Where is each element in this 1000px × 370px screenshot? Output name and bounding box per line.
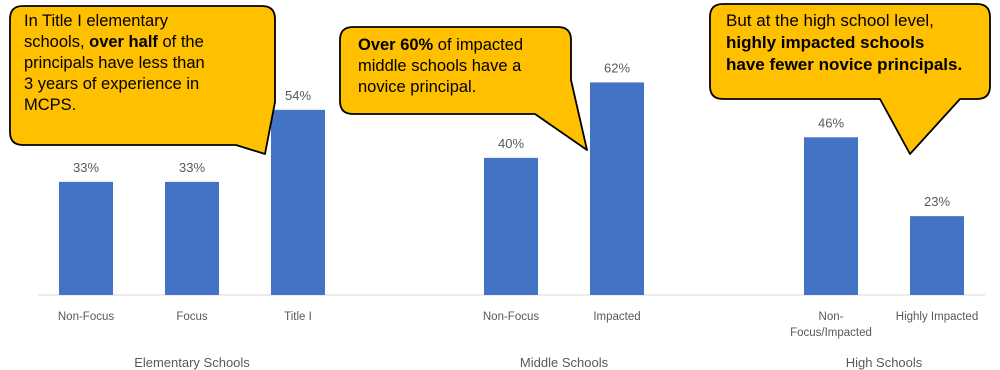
bar — [804, 137, 858, 295]
category-label: Non-Focus — [58, 311, 114, 323]
category-label: Impacted — [593, 311, 640, 323]
callout-elementary-line5: MCPS. — [24, 96, 77, 114]
category-label: Focus — [176, 311, 208, 323]
category-label: Non-Focus — [483, 311, 539, 323]
callout-elementary-line2-bold: over half — [89, 33, 158, 51]
callout-middle-text: Over 60% of impacted middle schools have… — [358, 35, 523, 98]
bar — [165, 181, 219, 295]
callout-elementary-line2-post: of the — [157, 33, 204, 51]
group-label: High Schools — [846, 355, 923, 370]
callout-high-line3-bold: have fewer novice principals. — [726, 55, 963, 74]
category-label: Focus/Impacted — [790, 327, 872, 339]
data-label: 33% — [179, 160, 205, 175]
callout-middle-line2: middle schools have a — [358, 57, 522, 75]
bar — [59, 181, 113, 295]
callout-elementary — [9, 5, 276, 155]
callout-high-line1: But at the high school level, — [726, 11, 934, 30]
data-label: 46% — [818, 115, 844, 130]
category-label: Highly Impacted — [896, 311, 978, 323]
callout-elementary-line1: In Title I elementary — [24, 12, 168, 30]
callout-elementary-line2-pre: schools, — [24, 33, 90, 51]
callout-middle-line1-post: of impacted — [433, 36, 524, 54]
data-label: 40% — [498, 136, 524, 151]
data-label: 54% — [285, 88, 311, 103]
callout-high-text: But at the high school level, highly imp… — [726, 10, 962, 76]
callout-elementary-text: In Title I elementary schools, over half… — [24, 11, 205, 116]
callout-middle-line3: novice principal. — [358, 78, 477, 96]
bar — [590, 82, 644, 295]
callout-high — [709, 3, 991, 155]
bar — [484, 157, 538, 295]
data-label: 62% — [604, 60, 630, 75]
data-label: 23% — [924, 194, 950, 209]
data-label: 33% — [73, 160, 99, 175]
group-label: Elementary Schools — [134, 355, 250, 370]
category-label: Non- — [819, 311, 844, 323]
callout-high-line2-bold: highly impacted schools — [726, 33, 925, 52]
callout-elementary-line3: principals have less than — [24, 54, 205, 72]
callout-middle — [339, 26, 588, 151]
group-label: Middle Schools — [520, 355, 609, 370]
callout-elementary-line4: 3 years of experience in — [24, 75, 200, 93]
bar — [271, 109, 325, 295]
bar — [910, 216, 964, 295]
category-label: Title I — [284, 311, 312, 323]
callout-middle-line1-bold: Over 60% — [358, 36, 434, 54]
